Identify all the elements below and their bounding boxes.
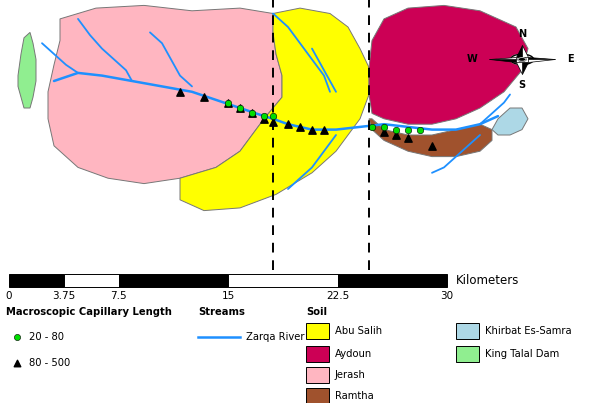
Text: Soil: Soil	[306, 307, 327, 317]
Bar	[306, 323, 329, 339]
Point	[175, 89, 185, 95]
Text: Kilometers: Kilometers	[456, 274, 520, 287]
Text: 30: 30	[440, 291, 454, 301]
Point	[403, 135, 413, 141]
Polygon shape	[522, 62, 528, 74]
Point	[391, 132, 401, 138]
Polygon shape	[18, 32, 36, 108]
Circle shape	[518, 58, 526, 61]
Text: 0: 0	[6, 291, 12, 301]
Point	[307, 127, 317, 133]
Text: Streams: Streams	[198, 307, 245, 317]
Polygon shape	[516, 62, 522, 74]
Polygon shape	[369, 119, 492, 157]
Text: E: E	[567, 54, 574, 64]
Point	[268, 118, 278, 125]
Point	[295, 124, 305, 130]
Text: King Talal Dam: King Talal Dam	[485, 349, 559, 359]
Polygon shape	[516, 45, 522, 57]
Polygon shape	[528, 57, 555, 59]
Point	[199, 94, 209, 100]
Point	[247, 110, 257, 116]
Polygon shape	[522, 45, 528, 57]
Bar	[456, 323, 479, 339]
Polygon shape	[489, 59, 516, 62]
Point	[259, 113, 269, 119]
Text: 15: 15	[221, 291, 235, 301]
Polygon shape	[369, 5, 528, 124]
Text: 7.5: 7.5	[110, 291, 127, 301]
Polygon shape	[180, 8, 369, 211]
Point	[319, 127, 329, 133]
Bar	[306, 388, 329, 403]
Point	[391, 127, 401, 133]
Point	[12, 360, 22, 366]
Point	[283, 121, 293, 127]
Bar	[337, 274, 447, 287]
Text: 3.75: 3.75	[52, 291, 76, 301]
Text: Macroscopic Capillary Length: Macroscopic Capillary Length	[6, 307, 172, 317]
Point	[223, 100, 233, 106]
Point	[415, 127, 425, 133]
Point	[235, 105, 245, 111]
Text: W: W	[466, 54, 477, 64]
Bar	[9, 274, 64, 287]
Text: 22.5: 22.5	[326, 291, 349, 301]
Polygon shape	[489, 57, 516, 59]
Point	[12, 333, 22, 340]
Polygon shape	[528, 59, 555, 62]
Polygon shape	[492, 108, 528, 135]
Point	[403, 127, 413, 133]
Text: Zarqa River: Zarqa River	[246, 332, 305, 341]
Text: Ramtha: Ramtha	[335, 391, 374, 401]
Text: Abu Salih: Abu Salih	[335, 326, 382, 336]
Text: 80 - 500: 80 - 500	[29, 358, 70, 368]
Point	[268, 113, 278, 119]
Text: Aydoun: Aydoun	[335, 349, 372, 359]
Text: 20 - 80: 20 - 80	[29, 332, 64, 341]
Circle shape	[511, 54, 533, 64]
Point	[367, 124, 377, 130]
Text: N: N	[518, 29, 526, 39]
Bar	[456, 345, 479, 361]
Bar	[228, 274, 337, 287]
Bar	[64, 274, 119, 287]
Bar	[306, 367, 329, 383]
Point	[247, 110, 257, 116]
Point	[379, 124, 389, 130]
Point	[379, 129, 389, 135]
Point	[223, 100, 233, 106]
Point	[427, 143, 437, 149]
Bar	[306, 345, 329, 361]
Point	[259, 116, 269, 122]
Bar	[119, 274, 228, 287]
Text: S: S	[518, 80, 526, 89]
Point	[235, 105, 245, 111]
Text: Khirbat Es-Samra: Khirbat Es-Samra	[485, 326, 571, 336]
Polygon shape	[48, 5, 282, 184]
Text: Jerash: Jerash	[335, 370, 365, 380]
